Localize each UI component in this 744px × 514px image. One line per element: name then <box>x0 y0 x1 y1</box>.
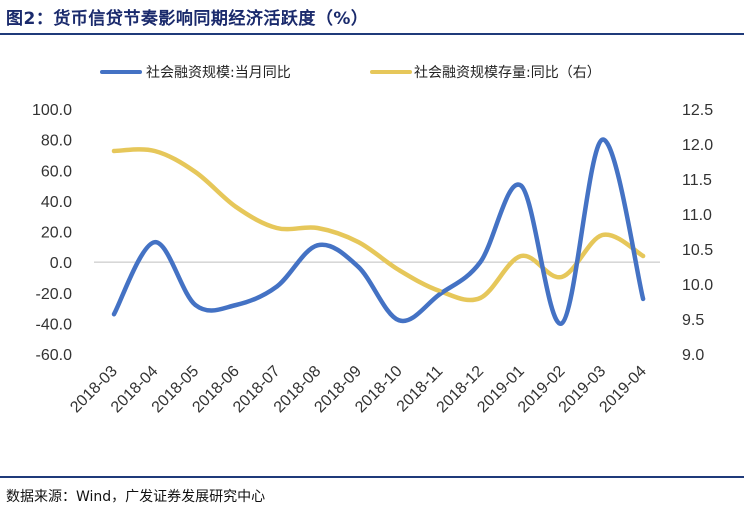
data-point-monthly-yoy <box>274 284 279 289</box>
data-point-stock-yoy <box>112 149 116 153</box>
left-tick-label: 0.0 <box>50 255 72 272</box>
data-point-monthly-yoy <box>112 312 116 317</box>
x-axis-ticks: 2018-032018-042018-052018-062018-072018-… <box>67 363 650 417</box>
data-point-monthly-yoy <box>234 303 239 307</box>
data-point-monthly-yoy <box>478 260 483 265</box>
data-point-monthly-yoy <box>519 183 523 188</box>
right-tick-label: 12.5 <box>682 102 713 119</box>
left-tick-label: 20.0 <box>41 225 72 242</box>
left-tick-label: -60.0 <box>36 347 73 364</box>
series-line-stock-yoy <box>111 147 646 303</box>
right-tick-label: 10.5 <box>682 242 713 259</box>
legend: 社会融资规模:当月同比 社会融资规模存量:同比（右） <box>100 65 601 81</box>
right-tick-label: 10.0 <box>682 277 713 294</box>
left-tick-label: 60.0 <box>41 163 72 180</box>
data-point-monthly-yoy <box>641 296 646 301</box>
left-tick-label: 80.0 <box>41 133 72 150</box>
chart-title: 图2：货币信贷节奏影响同期经济活跃度（%） <box>6 9 369 29</box>
data-point-monthly-yoy <box>356 264 361 269</box>
right-tick-label: 11.5 <box>682 172 712 189</box>
top-rule <box>0 33 744 35</box>
right-tick-label: 9.5 <box>682 312 704 329</box>
data-point-stock-yoy <box>641 254 646 258</box>
series-line-monthly-yoy <box>111 137 646 326</box>
data-point-stock-yoy <box>315 226 320 230</box>
source-note: 数据来源：Wind，广发证券发展研究中心 <box>6 489 266 505</box>
data-point-stock-yoy <box>152 149 157 153</box>
data-point-monthly-yoy <box>193 303 198 307</box>
legend-label-series2: 社会融资规模存量:同比（右） <box>414 65 601 81</box>
right-axis-ticks: 12.5 12.0 11.5 11.0 10.5 10.0 9.5 9.0 <box>682 102 713 364</box>
data-point-stock-yoy <box>437 289 442 293</box>
right-tick-label: 12.0 <box>682 137 713 154</box>
left-tick-label: -40.0 <box>36 316 73 333</box>
data-point-monthly-yoy <box>559 321 564 326</box>
line-chart: 社会融资规模:当月同比 社会融资规模存量:同比（右） 100.0 80.0 60.0… <box>32 65 713 417</box>
data-point-stock-yoy <box>519 254 523 258</box>
data-point-monthly-yoy <box>315 243 320 248</box>
data-point-stock-yoy <box>234 205 239 209</box>
data-point-stock-yoy <box>193 170 198 174</box>
data-point-monthly-yoy <box>152 240 157 245</box>
legend-label-series1: 社会融资规模:当月同比 <box>146 65 291 81</box>
left-tick-label: 100.0 <box>32 102 72 119</box>
data-point-stock-yoy <box>274 226 279 230</box>
right-tick-label: 11.0 <box>682 207 712 224</box>
left-tick-label: -20.0 <box>36 286 73 303</box>
data-point-stock-yoy <box>396 268 401 272</box>
data-point-monthly-yoy <box>396 318 401 323</box>
left-tick-label: 40.0 <box>41 194 72 211</box>
data-point-stock-yoy <box>600 233 605 237</box>
data-point-stock-yoy <box>559 275 564 279</box>
data-point-stock-yoy <box>356 240 361 244</box>
bottom-rule <box>0 476 744 478</box>
right-tick-label: 9.0 <box>682 347 704 364</box>
data-point-stock-yoy <box>478 296 483 300</box>
data-points <box>112 137 646 326</box>
left-axis-ticks: 100.0 80.0 60.0 40.0 20.0 0.0 -20.0 -40.0 -60.0 <box>32 102 72 364</box>
data-point-monthly-yoy <box>600 137 605 142</box>
data-point-monthly-yoy <box>437 292 442 297</box>
